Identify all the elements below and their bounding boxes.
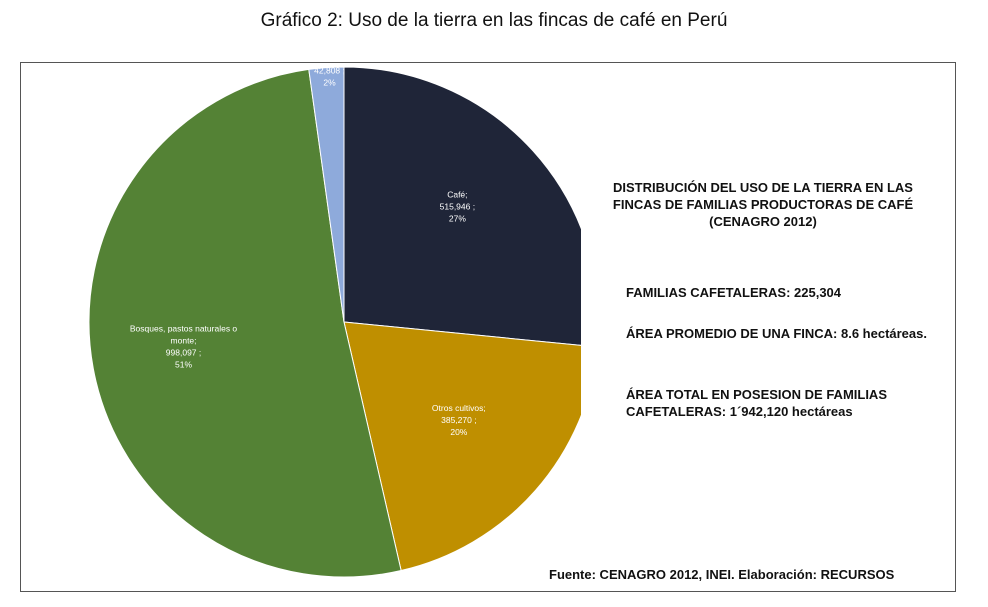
info-area-total: ÁREA TOTAL EN POSESION DE FAMILIAS CAFET… bbox=[626, 387, 887, 419]
info-familias: FAMILIAS CAFETALERAS: 225,304 bbox=[626, 285, 842, 300]
pie-slice bbox=[88, 68, 402, 578]
info-area-promedio: ÁREA PROMEDIO DE UNA FINCA: 8.6 hectárea… bbox=[626, 326, 927, 341]
info-heading: DISTRIBUCIÓN DEL USO DE LA TIERRA EN LAS… bbox=[612, 180, 914, 229]
pie-slice-label: Café; 515,946 ; 27% bbox=[440, 189, 475, 223]
pie-slice-label: Bosques, pastos naturales o monte; 998,097… bbox=[130, 324, 238, 370]
pie-slice bbox=[343, 321, 581, 572]
pie-slice-label: Otros usos;42,808 ;2% bbox=[308, 63, 351, 87]
pie-slice bbox=[308, 66, 345, 323]
chart-title: Gráfico 2: Uso de la tierra en las finca… bbox=[260, 10, 728, 31]
chart-frame: Café; 515,946 ; 27% Otros cultivos; 385,270 … bbox=[20, 62, 956, 592]
pie-slice-label: Otros cultivos; 385,270 ; 20% bbox=[432, 403, 486, 437]
source-note: Fuente: CENAGRO 2012, INEI. Elaboración:… bbox=[549, 567, 895, 582]
pie-slice bbox=[343, 66, 581, 346]
pie-chart: Café; 515,946 ; 27% Otros cultivos; 385,270 … bbox=[88, 63, 581, 578]
